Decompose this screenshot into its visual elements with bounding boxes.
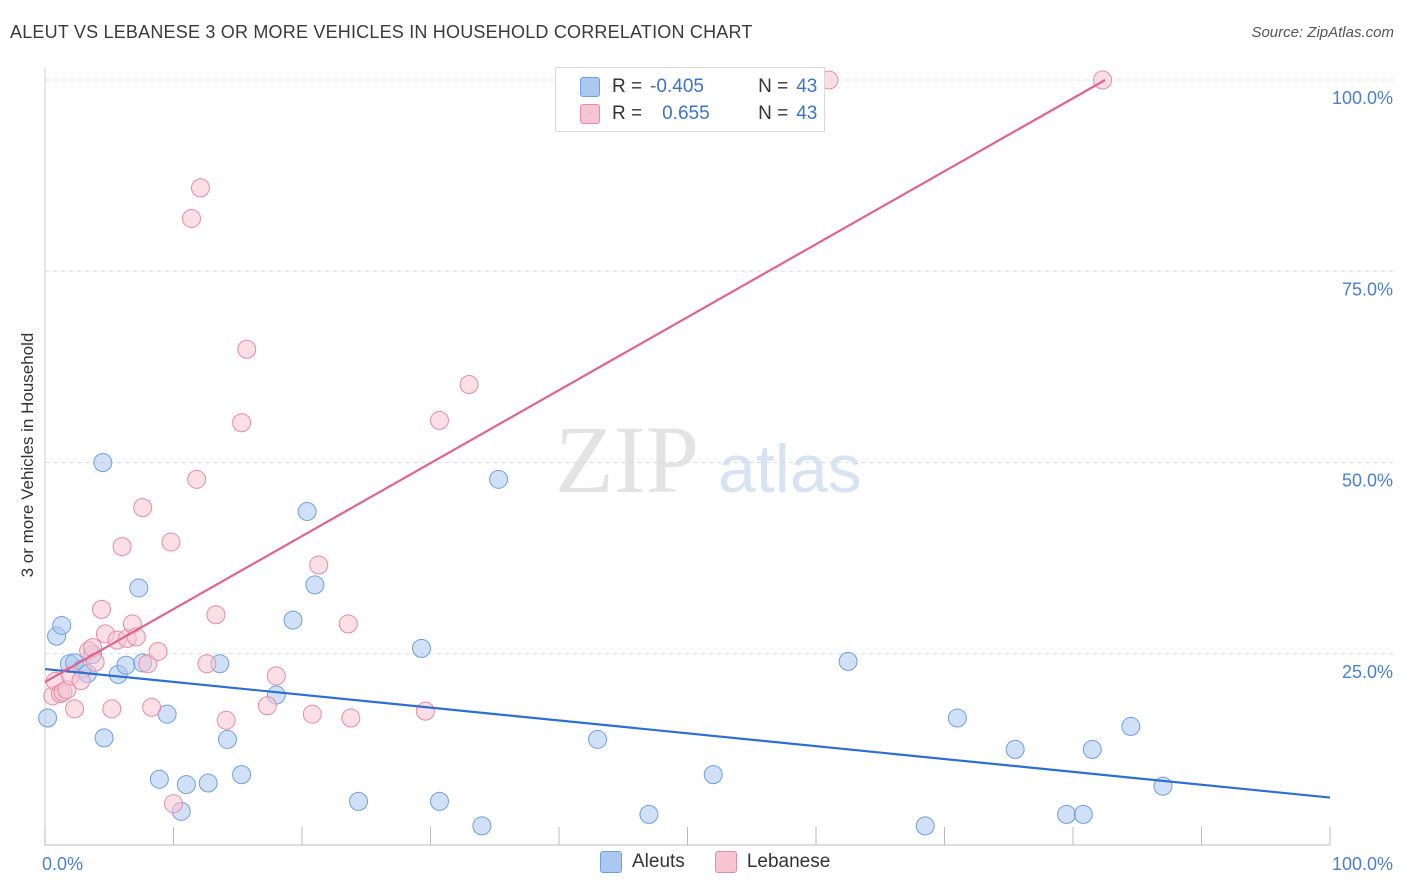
aleuts-point (116, 655, 136, 675)
legend-r-label: R = (612, 76, 643, 97)
aleuts-point (703, 765, 723, 785)
aleuts-point (472, 816, 492, 836)
lebanese-point (161, 532, 181, 552)
aleuts-point (349, 791, 369, 811)
lebanese-point (197, 654, 217, 674)
aleuts-legend-swatch (600, 851, 622, 873)
aleuts-point (588, 729, 608, 749)
aleuts-point (38, 708, 58, 728)
legend-item-aleuts[interactable]: Aleuts (600, 851, 685, 873)
lebanese-point (341, 708, 361, 728)
lebanese-point (164, 794, 183, 814)
lebanese-point (102, 699, 122, 719)
lebanese-point (232, 413, 252, 433)
lebanese-point (133, 498, 153, 518)
aleuts-point (639, 804, 659, 824)
aleuts-point (947, 708, 967, 728)
y-tick-label: 50.0% (1342, 471, 1393, 491)
legend-r-label: R = (612, 103, 643, 124)
legend-r-value: 0.655 (662, 103, 710, 124)
lebanese-point (112, 537, 132, 557)
lebanese-point (429, 410, 449, 430)
lebanese-point (415, 701, 435, 721)
aleuts-trend-line (44, 667, 1331, 799)
legend-row-lebanese: R = 0.655 N = 43 (580, 101, 817, 127)
legend-n-label: N = (758, 76, 789, 97)
lebanese-point (459, 374, 479, 394)
lebanese-point (148, 641, 168, 661)
aleuts-point (838, 651, 858, 671)
aleuts-point (305, 575, 325, 595)
lebanese-legend-label: Lebanese (746, 851, 831, 872)
aleuts-point (429, 791, 449, 811)
aleuts-point (1082, 739, 1102, 759)
y-tick-label: 25.0% (1342, 662, 1393, 682)
aleuts-point (232, 765, 252, 785)
y-tick-label: 75.0% (1342, 279, 1393, 299)
aleuts-swatch (580, 77, 600, 97)
aleuts-point (297, 501, 317, 521)
aleuts-point (198, 773, 218, 793)
legend-n-value: 43 (796, 103, 818, 124)
aleuts-point (915, 816, 935, 836)
lebanese-point (266, 666, 286, 686)
lebanese-point (92, 599, 112, 619)
y-tick-label: 100.0% (1332, 88, 1393, 108)
aleuts-point (283, 610, 303, 630)
legend-item-lebanese[interactable]: Lebanese (714, 851, 831, 873)
lebanese-point (71, 671, 91, 691)
aleuts-point (93, 453, 113, 472)
source-label: Source: ZipAtlas.com (1251, 24, 1394, 41)
lebanese-point (142, 697, 162, 717)
aleuts-point (412, 638, 432, 658)
lebanese-point (216, 710, 236, 730)
lebanese-point (257, 696, 277, 716)
lebanese-point (187, 469, 207, 489)
series-legend: Aleuts Lebanese (600, 851, 860, 873)
aleuts-point (1121, 716, 1141, 736)
lebanese-swatch (580, 104, 600, 124)
aleuts-point (149, 769, 169, 789)
watermark-zip: ZIP (555, 406, 699, 513)
watermark-atlas: atlas (718, 431, 862, 507)
aleuts-point (129, 578, 149, 598)
aleuts-point (1073, 804, 1093, 824)
aleuts-point (94, 728, 114, 748)
x-tick-label: 0.0% (42, 854, 83, 874)
lebanese-point (138, 654, 158, 674)
legend-row-aleuts: R = -0.405 N = 43 (580, 74, 817, 100)
aleuts-point (217, 729, 237, 749)
lebanese-trend-line (44, 79, 1106, 684)
aleuts-legend-label: Aleuts (632, 851, 685, 872)
lebanese-legend-swatch (714, 851, 737, 873)
lebanese-point (206, 605, 226, 625)
correlation-legend: R = -0.405 N = 43 R = 0.655 N = 43 (555, 67, 825, 132)
aleuts-point (1005, 739, 1025, 759)
lebanese-point (237, 339, 257, 359)
lebanese-point (190, 178, 210, 198)
aleuts-point (176, 775, 196, 795)
lebanese-point (181, 208, 201, 228)
lebanese-point (309, 555, 329, 575)
aleuts-point (1057, 804, 1077, 824)
aleuts-point (52, 615, 72, 635)
legend-n-value: 43 (796, 76, 818, 97)
chart-title: ALEUT VS LEBANESE 3 OR MORE VEHICLES IN … (10, 22, 753, 42)
legend-r-value: -0.405 (650, 76, 704, 97)
lebanese-point (338, 614, 358, 634)
lebanese-point (302, 704, 322, 724)
aleuts-point (489, 469, 509, 489)
lebanese-point (65, 699, 85, 719)
x-tick-label: 100.0% (1332, 854, 1393, 874)
lebanese-point (85, 652, 105, 672)
legend-n-label: N = (758, 103, 789, 124)
